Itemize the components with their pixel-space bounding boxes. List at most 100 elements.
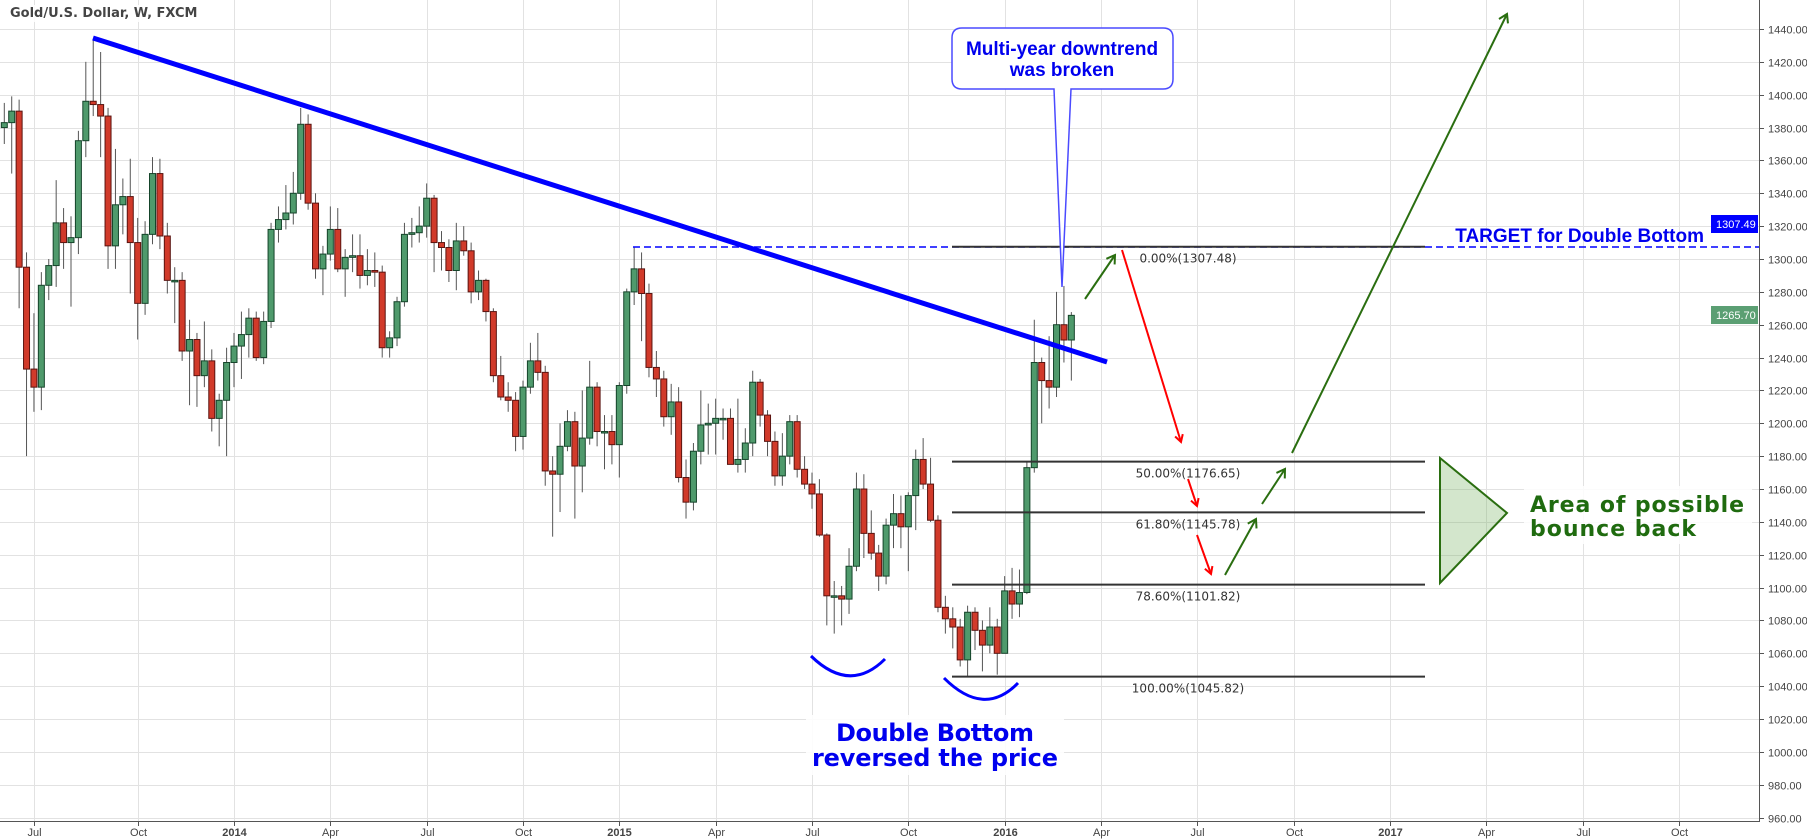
candle-body — [704, 422, 712, 426]
candle-body — [571, 421, 579, 467]
candle-body — [104, 115, 112, 247]
candle-body — [67, 237, 75, 244]
candle-down — [934, 515, 942, 613]
double-bottom-line-2: reversed the price — [812, 744, 1058, 772]
double-bottom-text-bg — [806, 715, 1064, 775]
candle-up — [1001, 576, 1009, 654]
candle-body — [163, 235, 171, 281]
candle-body — [37, 284, 45, 388]
candle-body — [519, 386, 527, 437]
candle-body — [60, 222, 68, 244]
candle-body — [660, 378, 668, 418]
downtrend-line[interactable] — [92, 35, 1108, 365]
candle-body — [260, 320, 268, 359]
candle-body — [838, 595, 846, 600]
candle-down — [801, 456, 809, 490]
candle-body — [941, 606, 949, 620]
candle-up — [749, 370, 757, 457]
candle-body — [556, 445, 564, 475]
candle-down — [512, 392, 520, 452]
candle-body — [363, 270, 371, 276]
candle-down — [682, 459, 690, 519]
candle-body — [171, 279, 179, 283]
green-arrow-up-big[interactable] — [1291, 12, 1509, 454]
candle-down — [652, 351, 660, 398]
candle-down — [808, 472, 816, 509]
candle-body — [815, 493, 823, 536]
candle-up — [408, 217, 416, 248]
candle-body — [823, 534, 831, 597]
price-tick-label: 1100.00 — [1768, 584, 1807, 596]
candle-body — [964, 611, 972, 661]
callout-bubble[interactable] — [951, 27, 1174, 288]
candle-up — [260, 311, 268, 365]
price-axis[interactable]: 1440.00 1420.00 1400.00 1380.00 1360.00 1340.… — [1759, 25, 1807, 826]
candle-down — [549, 456, 557, 537]
candle-body — [845, 565, 853, 600]
time-tick-label: 2015 — [607, 827, 631, 839]
candle-body — [312, 202, 320, 270]
candle-down — [312, 193, 320, 279]
candle-up — [667, 383, 675, 435]
candle-down — [126, 158, 134, 294]
price-tick-label: 1140.00 — [1768, 518, 1807, 530]
price-tick-label: 1180.00 — [1768, 452, 1807, 464]
candle-up — [623, 288, 631, 394]
candle-down — [334, 208, 342, 273]
fibonacci-retracement[interactable]: 0.00%(1307.48) 50.00%(1176.65) 61.80%(1145… — [952, 245, 1425, 696]
candle-body — [326, 228, 334, 255]
candle-up — [912, 449, 920, 531]
red-arrow-down-1[interactable] — [1121, 249, 1181, 442]
candle-down — [89, 38, 97, 117]
candle-body — [467, 250, 475, 293]
candle-down — [534, 332, 542, 381]
red-arrow-down-3[interactable] — [1196, 534, 1211, 574]
red-arrow-down-2[interactable] — [1187, 478, 1197, 506]
bounce-area-triangle[interactable] — [1439, 455, 1509, 586]
candle-up — [423, 183, 431, 238]
candle-down — [608, 415, 616, 465]
callout-line-1: Multi-year downtrend — [966, 39, 1158, 60]
candle-down — [927, 457, 935, 522]
candle-down — [163, 222, 171, 294]
candle-down — [193, 332, 201, 407]
candle-up — [267, 222, 275, 329]
candle-down — [823, 533, 831, 626]
green-arrow-up-2[interactable] — [1261, 467, 1287, 505]
price-tick-label: 1400.00 — [1768, 91, 1807, 103]
candle-body — [156, 173, 164, 237]
candle-up — [400, 222, 408, 307]
candle-up — [215, 393, 223, 447]
candle-body — [341, 256, 349, 270]
price-tick-label: 1380.00 — [1768, 124, 1807, 136]
double-bottom-arc-1[interactable] — [809, 654, 887, 678]
candle-down — [638, 252, 646, 342]
green-arrow-up-1[interactable] — [1224, 517, 1258, 576]
candle-body — [734, 458, 742, 465]
candle-down — [764, 410, 772, 457]
candle-down — [956, 618, 964, 667]
candle-down — [430, 194, 438, 273]
candle-up — [904, 492, 912, 572]
candle-up — [415, 206, 423, 243]
green-arrow-up-small[interactable] — [1084, 253, 1117, 300]
candle-down — [1045, 336, 1053, 409]
candle-body — [682, 477, 690, 503]
candle-body — [593, 386, 601, 433]
candle-body — [23, 266, 31, 370]
candle-up — [223, 347, 231, 457]
candle-down — [156, 158, 164, 250]
candle-up — [386, 331, 394, 358]
candle-up — [119, 178, 127, 235]
candle-up — [74, 130, 82, 255]
candle-up — [615, 382, 623, 478]
candle-body — [393, 301, 401, 339]
candle-body — [764, 414, 772, 442]
time-axis[interactable]: Jul Oct 2014 Apr Jul Oct 2015 Apr Jul Oct 2016 Apr J… — [27, 821, 1688, 839]
price-tick-label: 1000.00 — [1768, 748, 1807, 760]
candle-up — [393, 296, 401, 347]
candle-body — [319, 253, 327, 270]
double-bottom-arc-2[interactable] — [942, 676, 1020, 701]
candle-body — [623, 291, 631, 387]
